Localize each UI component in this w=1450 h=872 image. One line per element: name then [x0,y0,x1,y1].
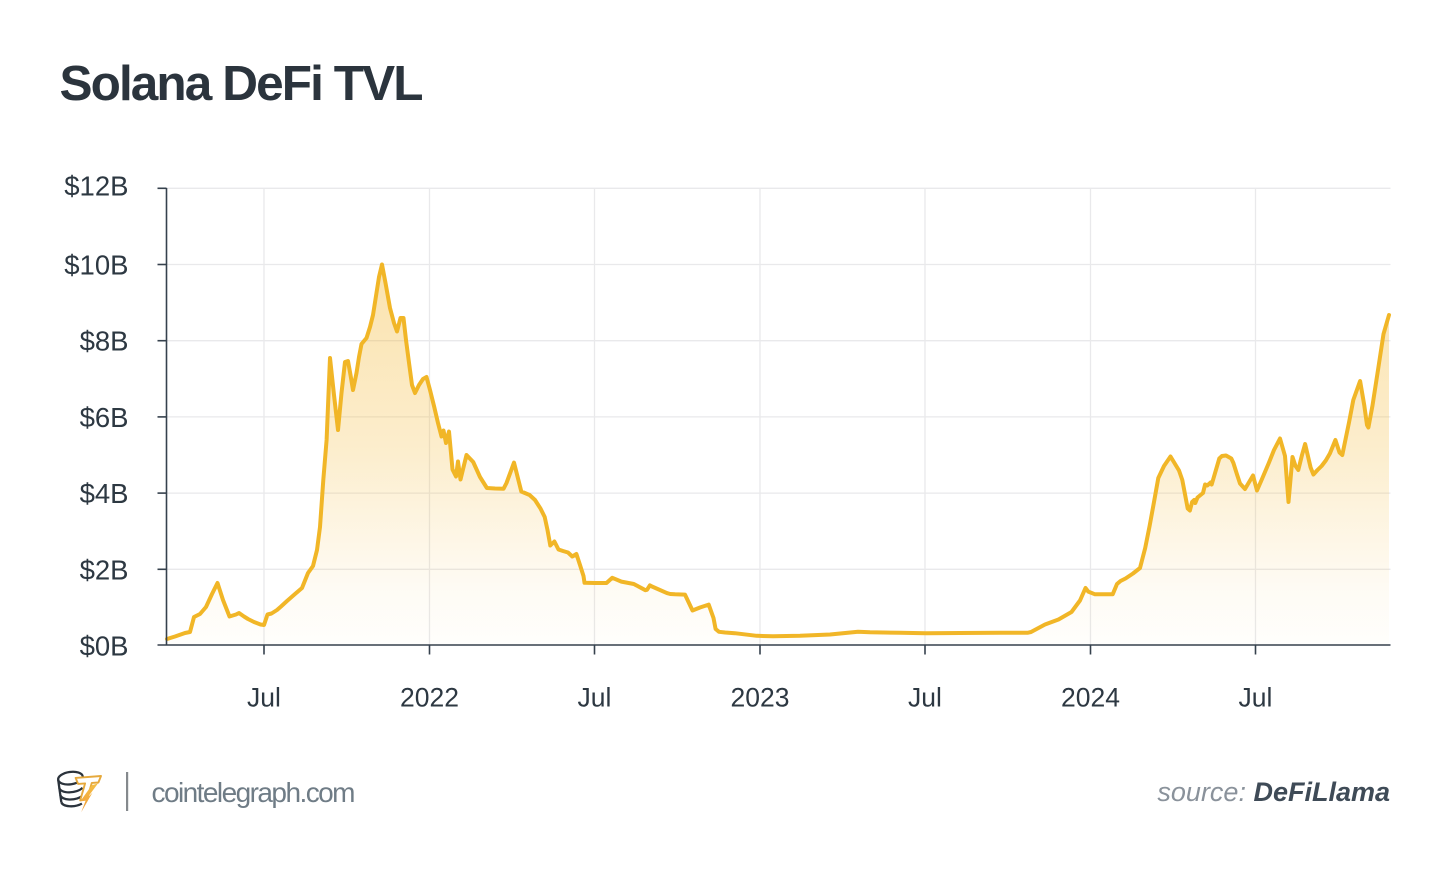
svg-text:Jul: Jul [1239,683,1273,713]
svg-text:2023: 2023 [731,683,790,713]
svg-text:$0B: $0B [80,630,129,661]
svg-text:Jul: Jul [578,683,612,713]
svg-text:$2B: $2B [80,554,129,585]
svg-text:Jul: Jul [247,683,281,713]
svg-text:$10B: $10B [64,250,128,281]
svg-text:2022: 2022 [400,683,459,713]
svg-text:2024: 2024 [1061,683,1120,713]
svg-text:Jul: Jul [908,683,942,713]
svg-text:Solana DeFi TVL: Solana DeFi TVL [60,56,423,111]
svg-text:$8B: $8B [80,326,129,357]
svg-text:$4B: $4B [80,478,129,509]
svg-text:cointelegraph.com: cointelegraph.com [152,777,355,808]
svg-text:source: DeFiLlama: source: DeFiLlama [1157,777,1390,807]
svg-text:$6B: $6B [80,402,129,433]
svg-text:$12B: $12B [64,170,128,201]
